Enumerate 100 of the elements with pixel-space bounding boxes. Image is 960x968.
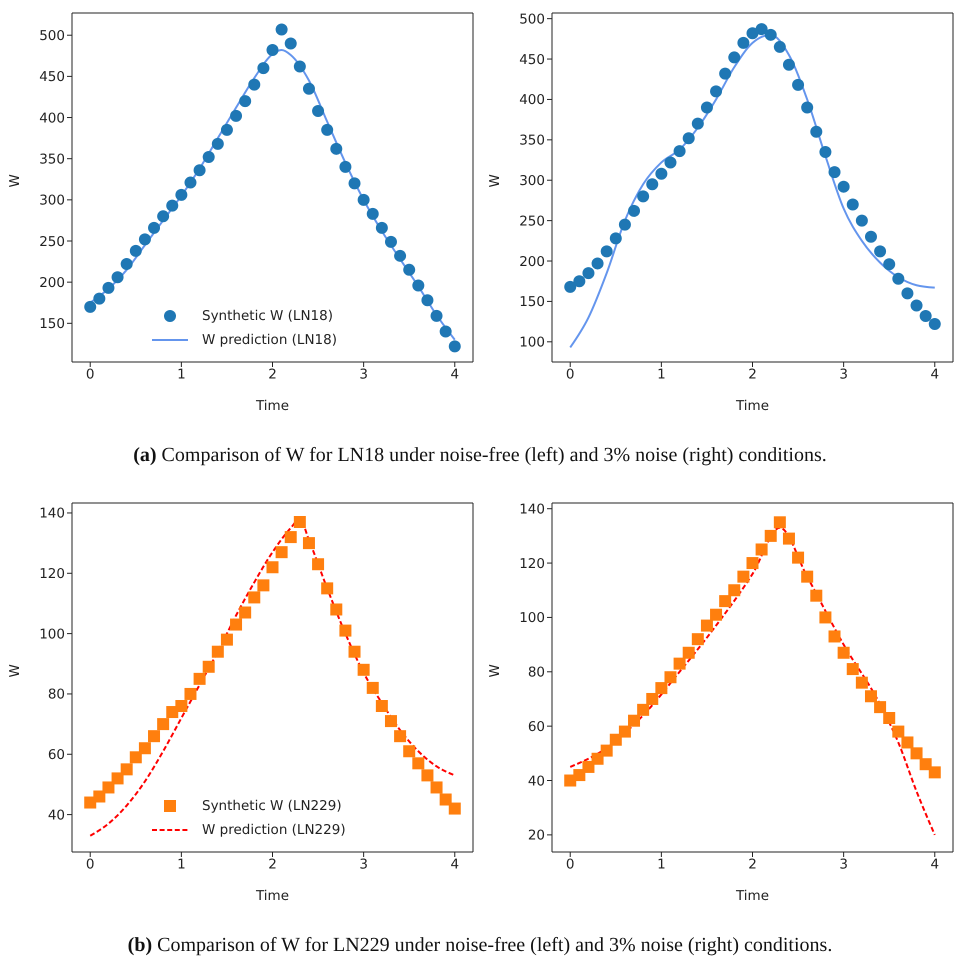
point — [394, 250, 406, 262]
point — [440, 326, 452, 338]
point — [421, 294, 434, 306]
point — [810, 590, 822, 602]
x-axis-title: Time — [734, 888, 770, 904]
point — [184, 176, 196, 189]
point — [284, 531, 297, 544]
legend-label: Synthetic W (LN18) — [202, 308, 333, 324]
point — [655, 168, 668, 180]
point — [700, 620, 713, 632]
point — [737, 36, 750, 49]
point — [194, 672, 206, 685]
point — [564, 280, 576, 293]
point — [728, 584, 740, 596]
x-tick-label: 3 — [359, 856, 368, 873]
point — [573, 275, 586, 288]
y-tick-label: 500 — [519, 11, 545, 28]
point — [801, 102, 814, 114]
point — [130, 244, 142, 257]
point — [239, 95, 252, 108]
point — [294, 516, 306, 528]
point — [202, 151, 215, 164]
x-tick-label: 3 — [839, 856, 848, 873]
y-tick-label: 500 — [39, 28, 65, 44]
point — [312, 104, 324, 117]
y-tick-label: 100 — [39, 626, 65, 642]
point — [774, 516, 786, 528]
point — [628, 714, 640, 727]
point — [102, 282, 114, 294]
point — [248, 591, 260, 604]
point — [148, 730, 160, 742]
point — [302, 82, 315, 95]
point — [618, 726, 631, 738]
point — [646, 178, 658, 190]
point — [312, 558, 324, 570]
point — [892, 272, 904, 285]
y-tick-label: 120 — [519, 556, 545, 572]
y-tick-label: 100 — [519, 610, 545, 626]
y-tick-label: 350 — [39, 151, 65, 168]
point — [120, 763, 133, 776]
point — [864, 690, 877, 702]
point — [864, 230, 877, 243]
x-tick-label: 2 — [268, 856, 277, 873]
point — [212, 138, 224, 150]
point — [582, 267, 594, 280]
legend-label: W prediction (LN229) — [202, 822, 346, 838]
point — [719, 68, 732, 80]
point — [276, 546, 288, 558]
y-tick-label: 250 — [519, 213, 545, 230]
point — [883, 712, 896, 724]
point — [376, 222, 388, 234]
x-tick-label: 1 — [177, 366, 186, 383]
point — [302, 537, 315, 550]
x-tick-label: 1 — [177, 856, 186, 873]
point — [810, 126, 822, 138]
y-tick-label: 60 — [528, 718, 545, 735]
point — [366, 208, 379, 220]
point — [93, 790, 106, 802]
point — [728, 51, 740, 64]
y-tick-label: 140 — [39, 506, 65, 522]
point — [257, 62, 270, 74]
point — [384, 715, 397, 728]
point — [664, 156, 676, 168]
y-tick-label: 200 — [39, 274, 65, 291]
text: (b) Comparison of W for LN229 under noise-free (left) and 3% noise (right) conditions. — [126, 933, 834, 958]
y-tick-label: 150 — [39, 316, 65, 332]
point — [838, 646, 850, 659]
point — [920, 310, 932, 322]
point — [330, 603, 342, 616]
legend-label: Synthetic W (LN229) — [202, 798, 342, 814]
x-tick-label: 0 — [86, 366, 95, 383]
point — [220, 124, 233, 136]
point — [883, 258, 896, 270]
point — [239, 606, 252, 618]
point — [120, 258, 133, 270]
y-tick-label: 80 — [48, 686, 65, 703]
point — [138, 742, 151, 754]
point — [592, 257, 604, 270]
point — [266, 44, 278, 56]
point — [637, 704, 650, 716]
point — [828, 166, 841, 178]
x-tick-label: 4 — [450, 856, 460, 873]
point — [782, 532, 795, 545]
x-axis-title: Time — [254, 398, 290, 414]
point — [819, 611, 832, 624]
point — [682, 132, 695, 144]
point — [901, 736, 914, 748]
point — [692, 118, 704, 130]
point — [920, 758, 932, 770]
point — [430, 310, 443, 322]
y-axis-title: W — [6, 664, 23, 678]
point — [719, 595, 732, 608]
point — [746, 27, 758, 40]
point — [157, 210, 170, 222]
point — [874, 245, 886, 258]
y-tick-label: 80 — [528, 664, 545, 681]
point — [376, 700, 388, 712]
point — [138, 233, 151, 246]
x-tick-label: 0 — [86, 856, 95, 873]
point — [175, 188, 188, 201]
